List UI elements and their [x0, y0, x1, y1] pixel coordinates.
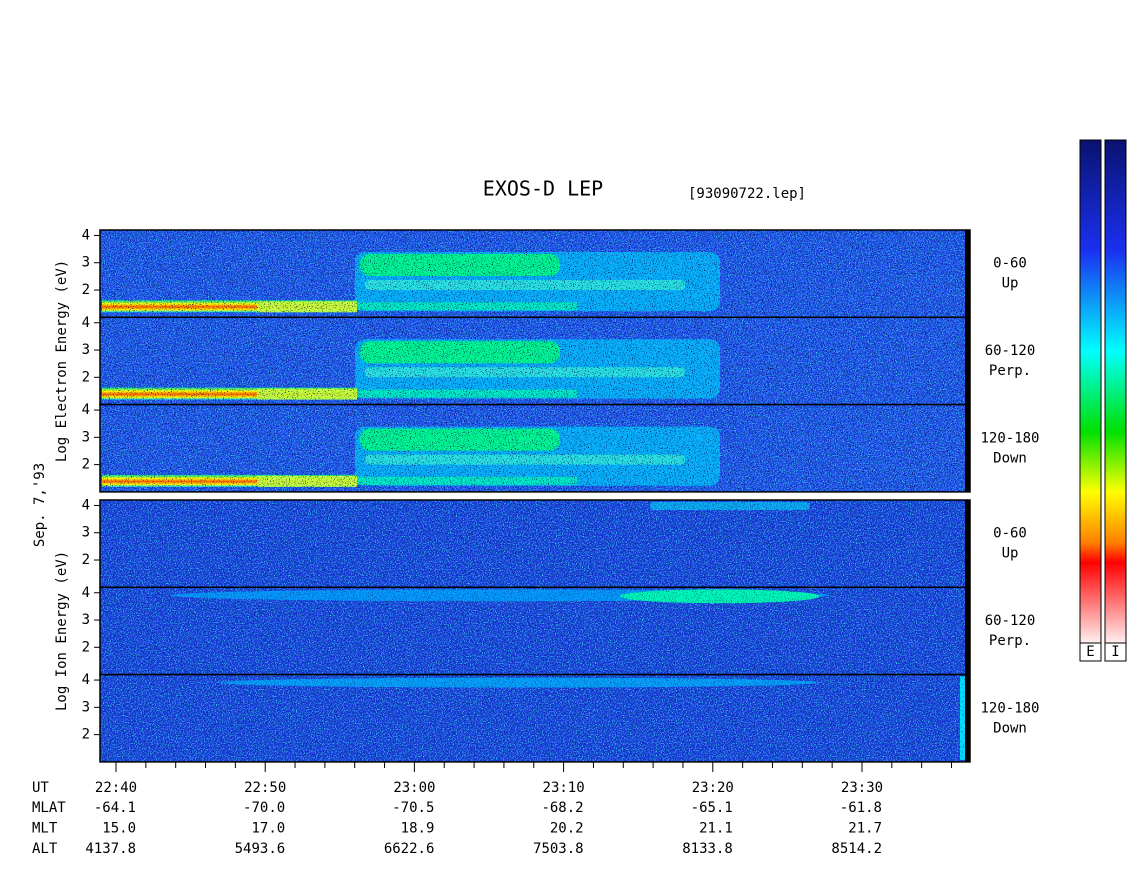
ephemeris-value: 7503.8: [533, 841, 584, 857]
y-axis-label: Log Ion Energy (eV): [54, 551, 70, 711]
panel-label: 60-120: [985, 343, 1036, 359]
y-tick-label: 2: [82, 552, 90, 568]
panel-edge: [965, 404, 970, 492]
x-tick-label: 22:40: [95, 780, 137, 796]
ephemeris-value: -61.8: [840, 800, 882, 816]
ephemeris-value: -68.2: [541, 800, 583, 816]
panel-edge: [965, 230, 970, 318]
y-tick-label: 4: [82, 497, 90, 513]
y-tick-label: 2: [82, 282, 90, 298]
panel-edge: [965, 317, 970, 405]
ephemeris-value: -70.0: [243, 800, 285, 816]
color-bar-box: [1104, 642, 1127, 662]
ephemeris-name: MLAT: [32, 800, 66, 816]
dropouts: [100, 404, 970, 492]
panel-label: Perp.: [989, 633, 1031, 649]
ephemeris-value: 21.1: [699, 821, 733, 837]
ephemeris-value: 18.9: [401, 821, 435, 837]
ephemeris-value: 8514.2: [831, 841, 882, 857]
ephemeris-value: 8133.8: [682, 841, 733, 857]
ephemeris-value: 4137.8: [85, 841, 136, 857]
x-axis-name: UT: [32, 780, 49, 796]
color-bar-box: [1079, 642, 1102, 662]
panel-label: 0-60: [993, 526, 1027, 542]
dropouts: [100, 500, 970, 588]
panel-label: Down: [993, 450, 1027, 466]
panel-label: 120-180: [980, 430, 1039, 446]
color-bar: [1079, 139, 1102, 644]
dropouts: [100, 317, 970, 405]
y-tick-label: 4: [82, 672, 90, 688]
x-tick-label: 23:00: [393, 780, 435, 796]
y-axis-label: Log Electron Energy (eV): [54, 260, 70, 462]
ephemeris-value: 20.2: [550, 821, 584, 837]
y-tick-label: 4: [82, 585, 90, 601]
ephemeris-value: 5493.6: [235, 841, 286, 857]
panel-label: Down: [993, 720, 1027, 736]
x-tick-label: 23:10: [543, 780, 585, 796]
y-tick-label: 3: [82, 342, 90, 358]
ephemeris-value: 21.7: [848, 821, 882, 837]
color-bar: [1104, 139, 1127, 644]
panel-label: Perp.: [989, 363, 1031, 379]
panel-label: Up: [1002, 546, 1019, 562]
y-tick-label: 3: [82, 699, 90, 715]
ephemeris-value: -64.1: [94, 800, 136, 816]
y-tick-label: 3: [82, 525, 90, 541]
file-name: [93090722.lep]: [688, 186, 806, 202]
panel-label: 0-60: [993, 256, 1027, 272]
panel-edge: [965, 500, 970, 588]
y-tick-label: 3: [82, 429, 90, 445]
chart-title: EXOS-D LEP: [483, 177, 603, 201]
dropouts: [100, 230, 970, 318]
panel-label: 120-180: [980, 700, 1039, 716]
panel-label: 60-120: [985, 613, 1036, 629]
y-tick-label: 4: [82, 227, 90, 243]
ephemeris-value: 17.0: [251, 821, 285, 837]
panel-label: Up: [1002, 276, 1019, 292]
x-tick-label: 23:30: [841, 780, 883, 796]
date-label: Sep. 7,'93: [32, 463, 48, 547]
dropouts: [100, 674, 970, 762]
color-bar-label: E: [1086, 644, 1094, 660]
panel-edge: [965, 674, 970, 762]
dropouts: [100, 587, 970, 675]
y-tick-label: 2: [82, 369, 90, 385]
ephemeris-name: MLT: [32, 821, 58, 837]
y-tick-label: 4: [82, 315, 90, 331]
y-tick-label: 2: [82, 457, 90, 473]
ephemeris-value: 15.0: [102, 821, 136, 837]
x-tick-label: 23:20: [692, 780, 734, 796]
ephemeris-value: 6622.6: [384, 841, 435, 857]
y-tick-label: 2: [82, 727, 90, 743]
ephemeris-value: -65.1: [691, 800, 733, 816]
y-tick-label: 4: [82, 402, 90, 418]
y-tick-label: 3: [82, 612, 90, 628]
y-tick-label: 2: [82, 639, 90, 655]
color-bar-label: I: [1111, 644, 1119, 660]
y-tick-label: 3: [82, 255, 90, 271]
ephemeris-value: -70.5: [392, 800, 434, 816]
x-tick-label: 22:50: [244, 780, 286, 796]
ephemeris-name: ALT: [32, 841, 58, 857]
panel-edge: [965, 587, 970, 675]
